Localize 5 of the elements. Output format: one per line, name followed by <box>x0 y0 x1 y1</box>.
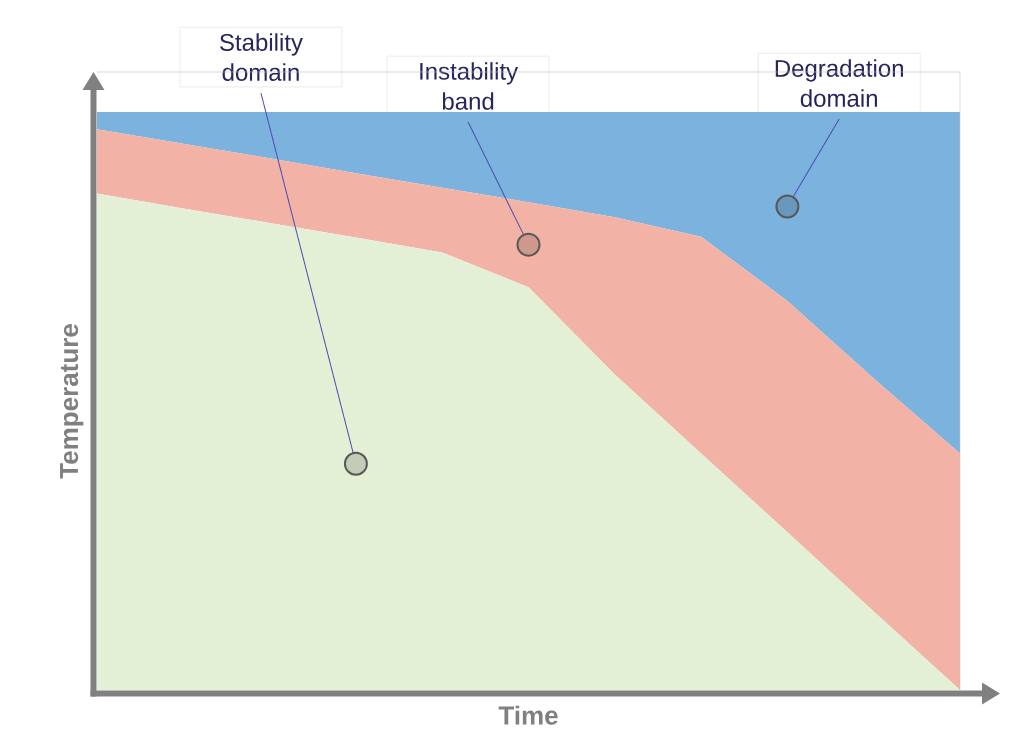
x-axis-title: Time <box>498 705 558 725</box>
y-axis-title: Temperature <box>60 324 84 479</box>
text: Stability domain <box>220 33 303 81</box>
text: Instability band <box>420 62 519 110</box>
series-label: Degradation domain <box>775 59 903 107</box>
